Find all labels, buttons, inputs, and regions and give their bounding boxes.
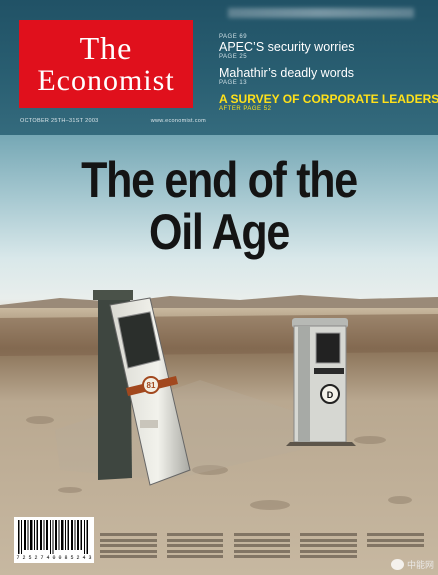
headline-line-1: The end of the <box>81 152 358 208</box>
headline-line-2: Oil Age <box>149 204 290 260</box>
pump-number-81: 81 <box>147 381 156 390</box>
contents-item-mahathir: Mahathir’s deadly words PAGE 13 <box>219 66 429 86</box>
barcode <box>14 517 94 563</box>
price-column <box>300 533 363 567</box>
right-fuel-pump: D <box>286 318 356 446</box>
dateline: OCTOBER 25TH–31ST 2003 www.economist.com <box>20 118 206 124</box>
masthead-the: The <box>79 30 133 66</box>
contents-title: APEC’S security worries <box>219 40 355 54</box>
contents-title: Mahathir’s deadly words <box>219 66 355 80</box>
cover-contents: PAGE 69 APEC’S security worries PAGE 25 … <box>219 34 438 118</box>
masthead-economist: Economist <box>37 64 175 97</box>
contents-item-apec: PAGE 69 APEC’S security worries PAGE 25 <box>219 34 429 60</box>
price-list <box>100 533 430 567</box>
watermark-text: 中能网 <box>406 560 434 570</box>
price-column <box>100 533 163 567</box>
price-column <box>166 533 230 567</box>
svg-text:D: D <box>327 390 334 400</box>
issue-date: OCTOBER 25TH–31ST 2003 <box>20 118 99 124</box>
contents-page: AFTER PAGE 52 <box>219 106 272 112</box>
watermark: 中能网 <box>390 558 434 571</box>
price-column <box>367 533 430 567</box>
blurred-strip <box>228 8 414 18</box>
barcode-digits: 7 2 5 2 7 4 0 0 8 5 2 4 3 <box>16 555 92 561</box>
contents-page: PAGE 13 <box>219 80 248 86</box>
price-column <box>233 533 297 567</box>
left-fuel-pump: 81 <box>93 290 191 486</box>
website-url: www.economist.com <box>150 118 206 124</box>
cover-headline: The end of the Oil Age <box>0 155 438 257</box>
contents-item-survey: A SURVEY OF CORPORATE LEADERSHIP AFTER P… <box>219 92 438 112</box>
contents-page: PAGE 25 <box>219 54 248 60</box>
contents-page-before: PAGE 69 <box>219 34 248 40</box>
contents-title: A SURVEY OF CORPORATE LEADERSHIP <box>219 92 438 106</box>
dark-band <box>0 314 438 356</box>
barcode-bars <box>18 520 88 554</box>
wechat-icon <box>390 559 404 570</box>
masthead-logo: The Economist <box>19 20 193 108</box>
